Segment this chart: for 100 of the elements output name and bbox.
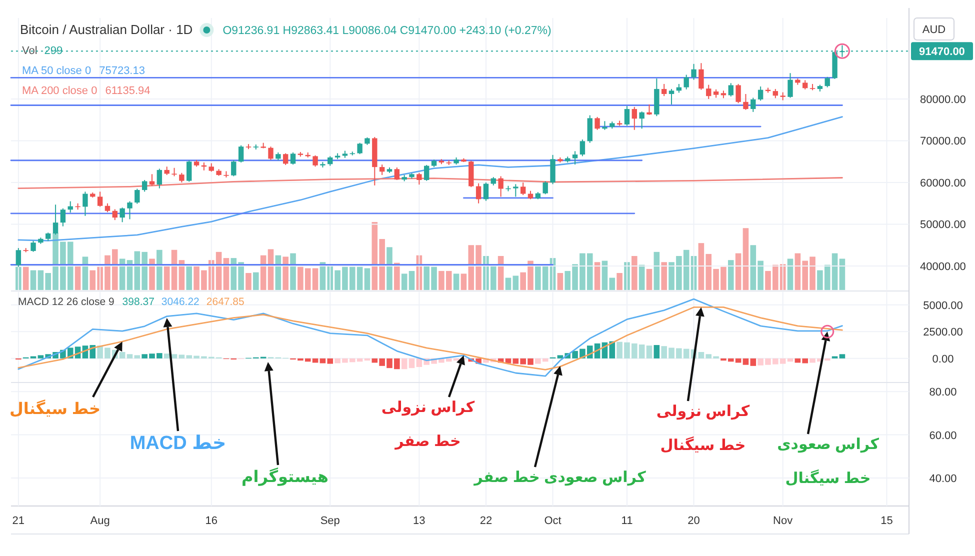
y-tick-label: 40000.00: [920, 260, 966, 273]
candlestick: [30, 240, 36, 252]
chart-title: Bitcoin / Australian Dollar · 1D: [20, 22, 193, 37]
candlestick: [624, 106, 630, 126]
y-tick-label: 80000.00: [920, 94, 966, 106]
candlestick: [328, 156, 333, 166]
line-series: [18, 298, 843, 377]
candlestick: [788, 72, 793, 98]
bar: [654, 345, 660, 358]
bar: [661, 262, 667, 290]
annotation: خط سیگنال: [9, 399, 101, 418]
candlestick: [668, 88, 674, 105]
bar: [253, 272, 259, 290]
candlestick: [142, 179, 148, 192]
x-tick-label: 15: [880, 515, 893, 527]
bar: [646, 268, 652, 290]
candlestick: [661, 83, 667, 97]
annotation: کراس نزولی خط سیگنال: [656, 403, 750, 454]
candlestick: [416, 172, 422, 186]
bar: [290, 253, 296, 290]
x-tick-label: 22: [480, 515, 492, 527]
bar: [408, 270, 415, 290]
text: AUD: [922, 24, 946, 36]
candlestick: [290, 152, 296, 166]
candlestick: [550, 154, 556, 185]
bar: [557, 273, 564, 290]
annotation: 3046.22: [161, 296, 200, 308]
y-tick-label: 60.00: [929, 430, 957, 442]
bar: [512, 276, 519, 290]
x-tick-label: 20: [688, 515, 700, 527]
candlestick: [186, 160, 192, 182]
bar: [594, 262, 600, 290]
bar: [186, 266, 192, 290]
annotation: 75723.13: [99, 65, 145, 77]
candlestick: [156, 168, 162, 189]
candlestick: [379, 164, 385, 176]
bar: [735, 253, 742, 290]
bar: [164, 354, 170, 358]
bar: [268, 249, 274, 290]
candlestick: [476, 182, 482, 204]
candlestick: [498, 176, 504, 198]
candlestick: [736, 83, 741, 104]
candlestick: [750, 97, 756, 112]
bar: [171, 354, 178, 358]
annotation: خط MACD: [130, 433, 226, 454]
y-tick-label: 2500.00: [923, 326, 963, 339]
candlestick: [580, 138, 586, 157]
candlestick: [639, 111, 644, 130]
bar: [638, 264, 645, 290]
y-tick-label: 60000.00: [920, 177, 966, 190]
chart-title: MACD 12 26 close 9: [18, 296, 114, 308]
bar: [364, 268, 370, 290]
bar: [839, 354, 846, 358]
bar: [453, 274, 460, 290]
candlestick: [520, 182, 526, 196]
candlestick: [149, 174, 155, 186]
candlestick: [394, 166, 400, 180]
annotation: کراس صعودی خط صفر: [473, 469, 646, 486]
candlestick: [772, 88, 778, 99]
bar: [30, 270, 36, 290]
candlestick: [587, 114, 592, 144]
y-tick-label: 0.00: [932, 353, 954, 366]
candlestick: [632, 106, 638, 130]
annotation: 61135.94: [105, 85, 150, 97]
x-tick-label: Oct: [544, 515, 562, 527]
candlestick: [312, 154, 318, 168]
x-tick-label: 16: [205, 515, 218, 527]
x-tick-label: Sep: [320, 515, 340, 527]
candlestick: [684, 74, 689, 90]
candlestick: [231, 160, 236, 177]
candlestick: [82, 191, 88, 216]
candlestick: [572, 150, 578, 166]
candlestick: [60, 208, 66, 227]
candlestick: [758, 86, 764, 102]
ref-line-label: 91470.00: [919, 46, 965, 58]
bar: [646, 346, 652, 358]
bar: [654, 252, 660, 290]
candlestick: [802, 80, 808, 90]
candlestick: [357, 142, 362, 155]
candlestick: [483, 182, 489, 202]
candlestick: [238, 144, 244, 163]
bar: [394, 262, 400, 290]
y-tick-label: 80.00: [929, 386, 957, 399]
bar: [408, 358, 415, 368]
x-tick-label: 13: [413, 515, 426, 527]
bar: [156, 250, 162, 290]
bar: [616, 273, 622, 290]
candlestick: [179, 172, 184, 183]
candlestick: [824, 76, 830, 88]
bar: [787, 258, 794, 290]
bar: [505, 278, 512, 290]
candlestick: [594, 116, 600, 130]
candlestick: [120, 207, 125, 223]
candlestick: [646, 104, 652, 116]
y-tick-label: 5000.00: [923, 300, 963, 312]
bar: [742, 358, 749, 365]
candlestick: [728, 82, 734, 97]
candlestick: [513, 184, 518, 198]
candlestick: [112, 208, 118, 221]
bar: [728, 260, 734, 290]
